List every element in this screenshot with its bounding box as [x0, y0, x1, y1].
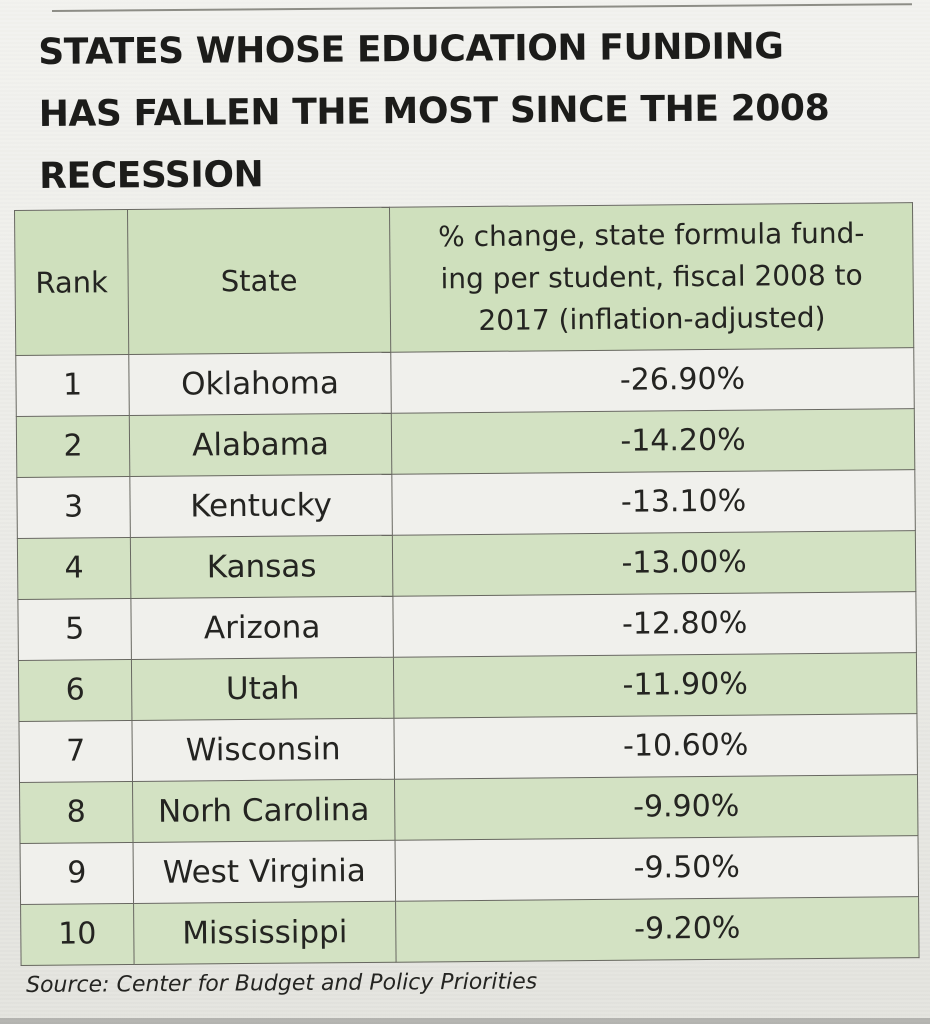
source-note: Source: Center for Budget and Policy Pri… — [26, 969, 538, 998]
change-cell: -9.20% — [395, 896, 920, 963]
table-row: 9 West Virginia -9.50% — [20, 835, 919, 905]
change-header-line-2: ing per student, fiscal 2008 to — [440, 258, 863, 296]
change-cell: -9.90% — [394, 774, 918, 841]
rank-cell: 10 — [20, 903, 135, 966]
table-row: 1 Oklahoma -26.90% — [15, 347, 915, 417]
change-header-line-3: 2017 (inflation-adjusted) — [478, 300, 826, 337]
change-cell: -14.20% — [391, 408, 915, 475]
table-row: 7 Wisconsin -10.60% — [18, 713, 918, 783]
rank-cell: 9 — [20, 842, 134, 905]
funding-table: Rank State % change, state formula fund-… — [14, 202, 920, 966]
table-row: 5 Arizona -12.80% — [17, 591, 917, 661]
table-row: 4 Kansas -13.00% — [17, 530, 916, 600]
rank-cell: 1 — [15, 354, 130, 417]
page-title: STATES WHOSE EDUCATION FUNDING HAS FALLE… — [38, 15, 889, 208]
state-cell: Oklahoma — [128, 352, 392, 416]
table-row: 2 Alabama -14.20% — [16, 408, 915, 478]
state-cell: West Virginia — [133, 840, 396, 904]
title-line-1: STATES WHOSE EDUCATION FUNDING — [38, 26, 784, 73]
rank-cell: 8 — [19, 781, 134, 844]
rank-cell: 6 — [18, 659, 132, 722]
table-row: 3 Kentucky -13.10% — [16, 469, 916, 539]
change-cell: -13.10% — [391, 469, 916, 536]
change-cell: -26.90% — [390, 347, 915, 414]
state-cell: Kansas — [130, 535, 393, 599]
table-row: 10 Mississippi -9.20% — [20, 896, 920, 966]
state-cell: Utah — [131, 657, 394, 721]
change-cell: -13.00% — [392, 530, 916, 597]
state-cell: Arizona — [130, 596, 394, 660]
state-cell: Mississippi — [133, 901, 397, 965]
change-header: % change, state formula fund- ing per st… — [389, 202, 914, 353]
top-rule — [52, 3, 912, 12]
state-cell: Alabama — [129, 413, 392, 477]
change-cell: -9.50% — [395, 835, 919, 902]
title-line-2: HAS FALLEN THE MOST SINCE THE 2008 — [38, 87, 830, 135]
state-cell: Wisconsin — [131, 718, 395, 782]
change-cell: -12.80% — [392, 591, 917, 658]
bottom-shadow — [0, 1018, 930, 1024]
rank-header: Rank — [14, 209, 129, 356]
change-cell: -10.60% — [393, 713, 918, 780]
change-cell: -11.90% — [393, 652, 917, 719]
rank-cell: 4 — [17, 537, 131, 600]
table-header-row: Rank State % change, state formula fund-… — [14, 202, 914, 356]
rank-cell: 3 — [16, 476, 131, 539]
state-cell: Kentucky — [129, 474, 393, 538]
state-header: State — [127, 207, 391, 355]
change-header-line-1: % change, state formula fund- — [437, 216, 865, 254]
title-line-3: RECESSION — [39, 154, 264, 197]
rank-cell: 7 — [18, 720, 133, 783]
table-row: 8 Norh Carolina -9.90% — [19, 774, 918, 844]
rank-cell: 2 — [16, 415, 130, 478]
rank-cell: 5 — [17, 598, 132, 661]
table-row: 6 Utah -11.90% — [18, 652, 917, 722]
funding-table-wrapper: Rank State % change, state formula fund-… — [14, 202, 920, 966]
state-cell: Norh Carolina — [132, 779, 396, 843]
